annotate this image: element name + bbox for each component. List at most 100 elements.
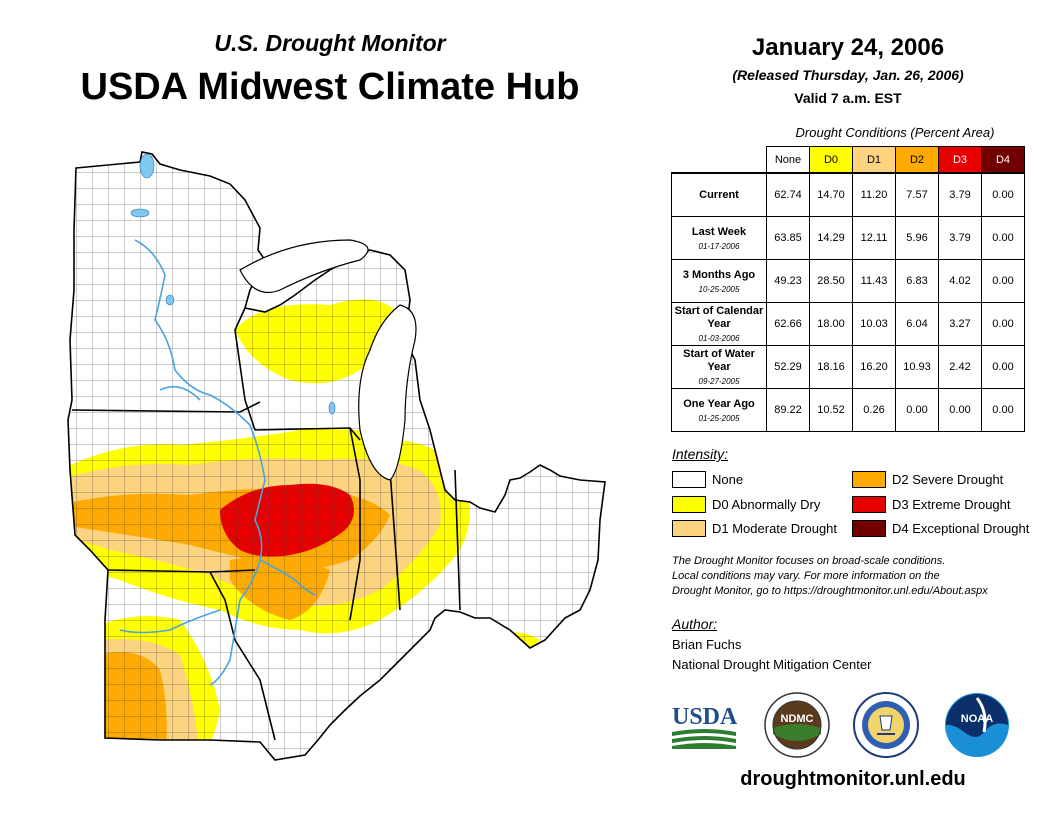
legend-item-d4: D4 Exceptional Drought [852, 520, 1029, 537]
table-cell: 3.27 [938, 302, 982, 346]
row-label: 3 Months Ago 10-25-2005 [671, 259, 767, 303]
legend-item-d0: D0 Abnormally Dry [672, 496, 820, 513]
table-cell: 52.29 [766, 345, 810, 389]
author-name: Brian Fuchs [672, 637, 742, 652]
table-cell: 0.00 [938, 388, 982, 432]
table-cell: 10.52 [809, 388, 853, 432]
legend-label: D1 Moderate Drought [712, 521, 838, 536]
table-caption: Drought Conditions (Percent Area) [795, 125, 995, 140]
col-header-d0: D0 [809, 146, 853, 174]
state-borders [67, 151, 606, 761]
drought-map [67, 151, 606, 761]
note-line: The Drought Monitor focuses on broad-sca… [672, 555, 946, 567]
legend-swatch [672, 471, 706, 488]
table-cell: 0.00 [981, 216, 1025, 260]
row-label: Current [671, 172, 767, 217]
intensity-heading: Intensity: [672, 446, 729, 462]
row-label: Start of Calendar Year 01-03-2006 [671, 302, 767, 346]
col-header-d3: D3 [938, 146, 982, 174]
table-cell: 11.43 [852, 259, 896, 303]
table-cell: 0.00 [895, 388, 939, 432]
map-title: USDA Midwest Climate Hub [80, 66, 580, 108]
commerce-seal-logo [853, 692, 919, 758]
rivers [119, 239, 316, 686]
map-subtitle: U.S. Drought Monitor [214, 30, 446, 56]
table-cell: 3.79 [938, 172, 982, 217]
table-cell: 0.00 [981, 302, 1025, 346]
map-date: January 24, 2006 [751, 34, 945, 61]
row-label: Start of Water Year 09-27-2005 [671, 345, 767, 389]
legend-swatch [672, 496, 706, 513]
table-header-row: None D0 D1 D2 D3 D4 [672, 146, 1025, 174]
release-date: (Released Thursday, Jan. 26, 2006) [732, 67, 964, 83]
table-row: Start of Water Year 09-27-2005 52.29 18.1… [671, 345, 1025, 389]
disclaimer-note: The Drought Monitor focuses on broad-sca… [672, 554, 1042, 599]
usda-logo: USDA [672, 704, 738, 749]
table-cell: 12.11 [852, 216, 896, 260]
table-corner [672, 147, 767, 174]
table-cell: 2.42 [938, 345, 982, 389]
legend-swatch [852, 496, 886, 513]
ndmc-logo-text: NDMC [781, 713, 814, 725]
row-label: Last Week 01-17-2006 [671, 216, 767, 260]
table-row: One Year Ago 01-25-2005 89.22 10.52 0.26 … [671, 388, 1025, 432]
legend-label: None [712, 472, 744, 487]
col-header-d2: D2 [895, 146, 939, 174]
table-row: Start of Calendar Year 01-03-2006 62.66 1… [671, 302, 1025, 346]
table-cell: 4.02 [938, 259, 982, 303]
legend-swatch [852, 520, 886, 537]
ndmc-logo: NDMC [764, 692, 830, 758]
table-cell: 6.04 [895, 302, 939, 346]
noaa-logo-text: NOAA [961, 713, 993, 725]
col-header-d1: D1 [852, 146, 896, 174]
drought-stats-table: None D0 D1 D2 D3 D4 Current 62.74 14.70 … [671, 146, 1025, 432]
table-cell: 62.66 [766, 302, 810, 346]
table-cell: 62.74 [766, 172, 810, 217]
author-organization: National Drought Mitigation Center [672, 657, 872, 672]
table-cell: 0.26 [852, 388, 896, 432]
table-cell: 16.20 [852, 345, 896, 389]
table-cell: 0.00 [981, 388, 1025, 432]
row-label: One Year Ago 01-25-2005 [671, 388, 767, 432]
lake-michigan [358, 304, 417, 481]
table-row: Last Week 01-17-2006 63.85 14.29 12.11 5.… [671, 216, 1025, 260]
table-cell: 3.79 [938, 216, 982, 260]
legend-swatch [852, 471, 886, 488]
table-cell: 0.00 [981, 259, 1025, 303]
table-cell: 28.50 [809, 259, 853, 303]
legend-label: D0 Abnormally Dry [712, 497, 821, 512]
lakes [130, 153, 336, 415]
valid-time: Valid 7 a.m. EST [794, 90, 902, 106]
legend-label: D4 Exceptional Drought [892, 521, 1030, 536]
legend-label: D2 Severe Drought [892, 472, 1004, 487]
usda-logo-text: USDA [672, 704, 738, 730]
table-cell: 11.20 [852, 172, 896, 217]
table-cell: 6.83 [895, 259, 939, 303]
lake-superior [239, 239, 369, 294]
legend-item-d2: D2 Severe Drought [852, 471, 1003, 488]
col-header-none: None [766, 146, 810, 174]
table-cell: 18.16 [809, 345, 853, 389]
legend-swatch [672, 520, 706, 537]
col-header-d4: D4 [981, 146, 1025, 174]
table-row: Current 62.74 14.70 11.20 7.57 3.79 0.00 [671, 172, 1025, 217]
note-line: Drought Monitor, go to https://droughtmo… [672, 585, 988, 597]
legend-item-none: None [672, 471, 743, 488]
legend-label: D3 Extreme Drought [892, 497, 1011, 512]
legend-item-d1: D1 Moderate Drought [672, 520, 837, 537]
table-cell: 7.57 [895, 172, 939, 217]
table-cell: 18.00 [809, 302, 853, 346]
table-cell: 10.93 [895, 345, 939, 389]
table-cell: 14.70 [809, 172, 853, 217]
table-cell: 14.29 [809, 216, 853, 260]
table-cell: 89.22 [766, 388, 810, 432]
table-cell: 49.23 [766, 259, 810, 303]
table-cell: 10.03 [852, 302, 896, 346]
table-cell: 63.85 [766, 216, 810, 260]
table-cell: 0.00 [981, 172, 1025, 217]
author-heading: Author: [672, 616, 718, 632]
website-url[interactable]: droughtmonitor.unl.edu [740, 768, 966, 790]
legend-item-d3: D3 Extreme Drought [852, 496, 1011, 513]
table-row: 3 Months Ago 10-25-2005 49.23 28.50 11.43… [671, 259, 1025, 303]
table-cell: 0.00 [981, 345, 1025, 389]
